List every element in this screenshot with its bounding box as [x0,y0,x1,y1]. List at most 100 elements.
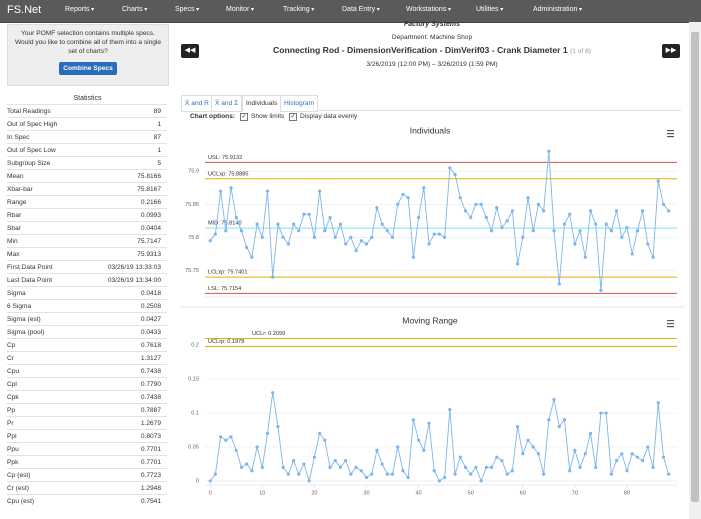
chart-menu[interactable] [667,130,674,132]
nav-menu[interactable]: Administration [533,6,582,13]
option-text: Show limits [251,113,285,120]
stats-row: Cp (est) 0.7723 [7,468,167,482]
combine-button[interactable]: Combine Specs [59,62,117,75]
data-point [359,469,363,473]
tab[interactable]: Histogram [280,95,319,112]
stats-row: First Data Point 03/26/19 13:33:03 [7,260,167,274]
data-point [484,465,488,469]
stat-value: 0.7701 [140,459,161,466]
data-point [542,472,546,476]
notice-text: Your POMF selection contains multiple sp… [14,30,162,55]
data-point [479,202,483,206]
data-point [484,215,488,220]
data-point [515,262,520,266]
data-point [234,448,238,452]
data-point [458,196,462,200]
data-point [219,435,223,439]
nav-menu[interactable]: Charts [122,6,147,13]
stat-label: Subgroup Size [7,160,51,167]
data-point [526,196,530,200]
scroll-thumb[interactable] [691,32,699,502]
data-point [416,438,421,442]
stats-row: Rbar 0.0993 [7,208,167,222]
nav-menu[interactable]: Workstations [406,6,451,13]
data-point [312,455,317,459]
chart-title: Moving Range [402,315,458,325]
tab[interactable]: X̄ and Σ [211,95,243,112]
data-point [510,469,514,473]
nav-menu[interactable]: Specs [175,6,199,13]
series-line [209,151,670,291]
stats-title: Statistics [73,95,102,102]
prev-button[interactable]: ◀◀ [181,44,199,58]
x-tick-label: 10 [259,490,265,496]
data-point [573,242,577,246]
data-point [213,232,218,236]
nav-menu[interactable]: Monitor [226,6,254,13]
y-tick-label: 0.2 [191,343,199,349]
x-tick-label: 80 [624,490,630,496]
nav-menu[interactable]: Data Entry [342,6,380,13]
chart-menu[interactable] [667,136,674,138]
data-point [489,465,494,469]
data-point [260,235,264,239]
data-point [349,472,353,476]
data-point [364,475,369,480]
tab[interactable]: Individuals [242,95,282,112]
stat-value: 1.2679 [140,420,161,427]
stat-value: 0.7887 [140,407,161,414]
stat-value: 03/26/19 13:33:03 [107,264,161,271]
data-point [364,242,369,246]
chart-menu[interactable] [667,326,674,328]
data-point [427,421,431,425]
data-point [651,465,655,469]
tab[interactable]: X̄ and R [181,95,213,112]
data-point [500,458,504,463]
stat-label: Last Data Point [7,277,53,284]
stat-label: 6 Sigma [7,303,32,310]
stat-value: 0.2166 [140,199,161,206]
data-point [536,452,541,456]
stat-value: 1.2948 [140,485,161,492]
stat-value: 75.7147 [137,238,161,245]
nav-menu[interactable]: Tracking [283,6,314,13]
title-line: Connecting Rod - DimensionVerification -… [176,45,688,55]
stat-value: 5 [157,160,161,167]
data-point [260,465,264,469]
data-point [255,222,259,226]
data-point [521,452,525,456]
stat-label: Cp [7,342,16,349]
data-point [573,448,577,452]
data-point [333,235,337,239]
data-point [536,202,541,206]
data-point [229,435,233,439]
data-point [291,222,296,226]
stat-label: Cr (est) [7,485,29,492]
next-button[interactable]: ▶▶ [662,44,680,58]
x-tick-label: 40 [415,490,421,496]
data-point [234,215,238,220]
data-point [422,448,426,452]
checkbox[interactable]: ✓ [240,113,248,121]
data-point [542,209,546,213]
chart-menu[interactable] [667,133,674,135]
data-point [599,411,603,415]
chart-menu[interactable] [667,320,674,322]
checkbox[interactable]: ✓ [289,113,297,121]
chart-menu[interactable] [667,323,674,325]
data-point [318,431,322,436]
stat-label: Rbar [7,212,22,219]
data-point [286,242,290,246]
data-point [297,472,301,476]
data-point [531,229,535,233]
brand[interactable]: FS.Net [7,4,42,16]
stat-value: 89 [153,108,161,115]
nav-menu[interactable]: Utilities [476,6,503,13]
data-point [578,465,582,469]
nav-menu[interactable]: Reports [65,6,94,13]
option-text: Display data evenly [300,113,358,120]
stats-row: Last Data Point 03/26/19 13:34:00 [7,273,167,287]
data-point [594,222,598,226]
company: Factory Systems [403,21,461,28]
data-point [437,479,442,483]
